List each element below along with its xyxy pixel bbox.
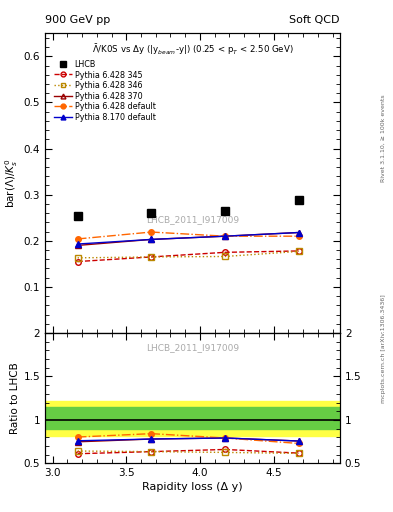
Pythia 6.428 345 [75, 259, 80, 265]
Line: Pythia 6.428 default: Pythia 6.428 default [75, 229, 301, 242]
Pythia 6.428 default [149, 229, 154, 235]
Bar [45, 407, 340, 429]
Text: 900 GeV pp: 900 GeV pp [45, 14, 110, 25]
Pythia 6.428 346 [222, 253, 227, 260]
Pythia 6.428 370 [222, 233, 227, 239]
Line: Pythia 6.428 346: Pythia 6.428 346 [75, 249, 301, 261]
Text: LHCB_2011_I917009: LHCB_2011_I917009 [146, 344, 239, 352]
LHCB [149, 210, 154, 216]
Text: Soft QCD: Soft QCD [290, 14, 340, 25]
Pythia 6.428 default [75, 236, 80, 242]
Pythia 6.428 370 [149, 237, 154, 243]
Line: Pythia 8.170 default: Pythia 8.170 default [75, 230, 301, 247]
Pythia 6.428 default [222, 233, 227, 239]
Pythia 8.170 default [296, 229, 301, 236]
X-axis label: Rapidity loss (Δ y): Rapidity loss (Δ y) [142, 482, 243, 493]
Text: mcplots.cern.ch [arXiv:1306.3436]: mcplots.cern.ch [arXiv:1306.3436] [381, 294, 386, 402]
Line: Pythia 6.428 370: Pythia 6.428 370 [75, 230, 301, 248]
Pythia 8.170 default [222, 233, 227, 239]
LHCB [75, 213, 80, 219]
Text: LHCB_2011_I917009: LHCB_2011_I917009 [146, 215, 239, 224]
Pythia 6.428 346 [296, 248, 301, 254]
Bar [45, 401, 340, 436]
Legend: LHCB, Pythia 6.428 345, Pythia 6.428 346, Pythia 6.428 370, Pythia 6.428 default: LHCB, Pythia 6.428 345, Pythia 6.428 346… [52, 58, 157, 123]
Pythia 6.428 370 [75, 242, 80, 248]
Line: LHCB: LHCB [73, 196, 303, 220]
Pythia 6.428 345 [296, 248, 301, 254]
Line: Pythia 6.428 345: Pythia 6.428 345 [75, 248, 301, 264]
Pythia 6.428 default [296, 233, 301, 239]
Pythia 6.428 370 [296, 229, 301, 236]
Pythia 6.428 346 [149, 254, 154, 260]
Text: Rivet 3.1.10, ≥ 100k events: Rivet 3.1.10, ≥ 100k events [381, 94, 386, 182]
Y-axis label: Ratio to LHCB: Ratio to LHCB [9, 362, 20, 434]
Pythia 6.428 345 [149, 254, 154, 260]
Pythia 6.428 345 [222, 249, 227, 255]
Pythia 8.170 default [149, 237, 154, 243]
Text: $\bar{\Lambda}$/K0S vs $\Delta$y (|y$_{beam}$-y|) (0.25 < p$_T$ < 2.50 GeV): $\bar{\Lambda}$/K0S vs $\Delta$y (|y$_{b… [92, 42, 294, 57]
Pythia 6.428 346 [75, 255, 80, 261]
Pythia 8.170 default [75, 241, 80, 247]
LHCB [222, 208, 227, 214]
LHCB [296, 197, 301, 203]
Y-axis label: bar($\Lambda$)/$K_s^0$: bar($\Lambda$)/$K_s^0$ [3, 158, 20, 208]
